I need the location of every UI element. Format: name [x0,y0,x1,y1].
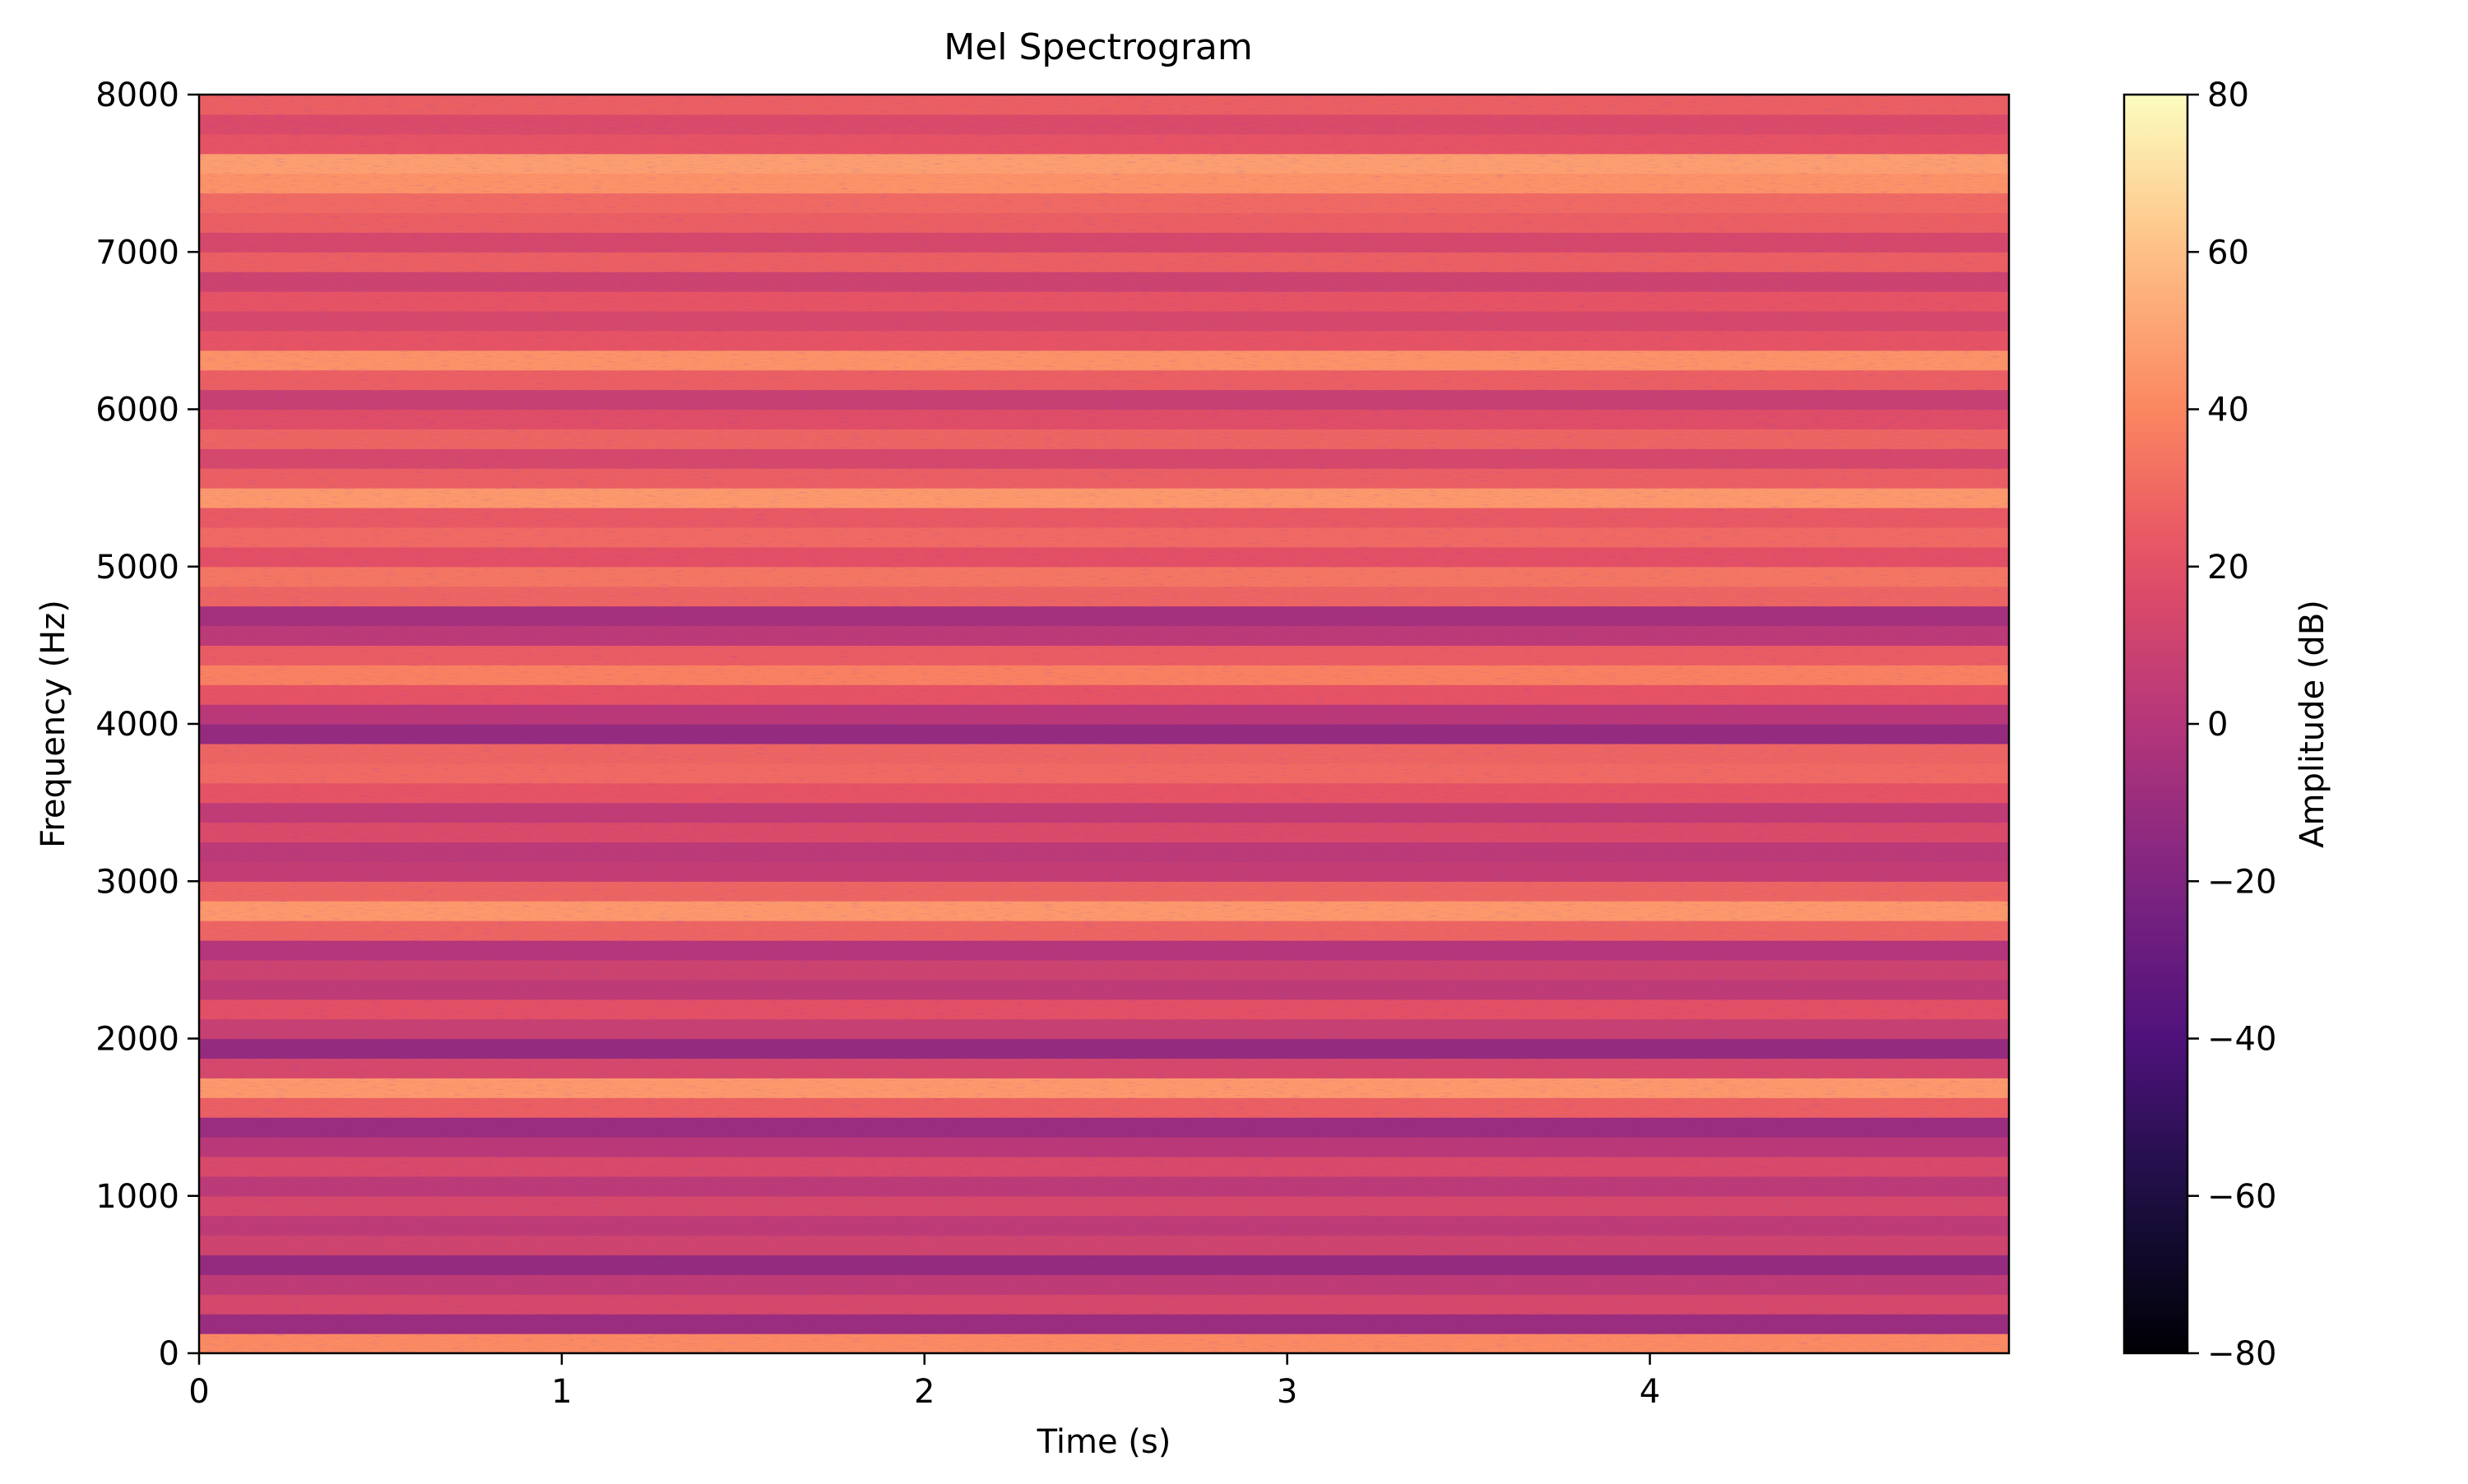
colorbar-label: Amplitude (dB) [2294,600,2331,848]
y-tick-label: 5000 [95,549,179,587]
y-tick-label: 8000 [95,77,179,114]
y-axis-label: Frequency (Hz) [35,600,72,848]
colorbar-tick-label: −20 [2207,863,2276,901]
y-tick-label: 2000 [95,1021,179,1059]
x-tick-label: 1 [551,1373,572,1411]
colorbar-tick-label: 20 [2207,549,2249,587]
x-tick-label: 4 [1640,1373,1660,1411]
colorbar-tick-label: 40 [2207,392,2249,429]
colorbar-tick-label: −40 [2207,1021,2276,1059]
colorbar-tick-label: −60 [2207,1178,2276,1216]
y-axis: 0 1000 2000 3000 4000 5000 6000 7000 8000 [95,77,199,1373]
colorbar-tick-label: 80 [2207,77,2249,114]
y-tick-label: 0 [159,1335,179,1373]
y-tick-label: 1000 [95,1178,179,1216]
colorbar-tick-label: 0 [2207,706,2228,744]
colorbar-tick-label: 60 [2207,234,2249,271]
x-tick-label: 3 [1277,1373,1297,1411]
x-tick-label: 0 [188,1373,209,1411]
colorbar [2122,93,2189,1355]
y-tick-label: 7000 [95,234,179,271]
heatmap-texture [199,95,2009,1353]
colorbar-tick-label: −80 [2207,1335,2276,1373]
y-tick-label: 6000 [95,392,179,429]
x-axis: 0 1 2 3 4 [188,1353,1660,1411]
colorbar-axis: 80 60 40 20 0 −20 −40 −60 −80 [2187,77,2276,1373]
chart-title: Mel Spectrogram [944,26,1253,68]
y-tick-label: 3000 [95,863,179,901]
x-tick-label: 2 [914,1373,935,1411]
y-tick-label: 4000 [95,706,179,744]
x-axis-label: Time (s) [1037,1423,1171,1461]
